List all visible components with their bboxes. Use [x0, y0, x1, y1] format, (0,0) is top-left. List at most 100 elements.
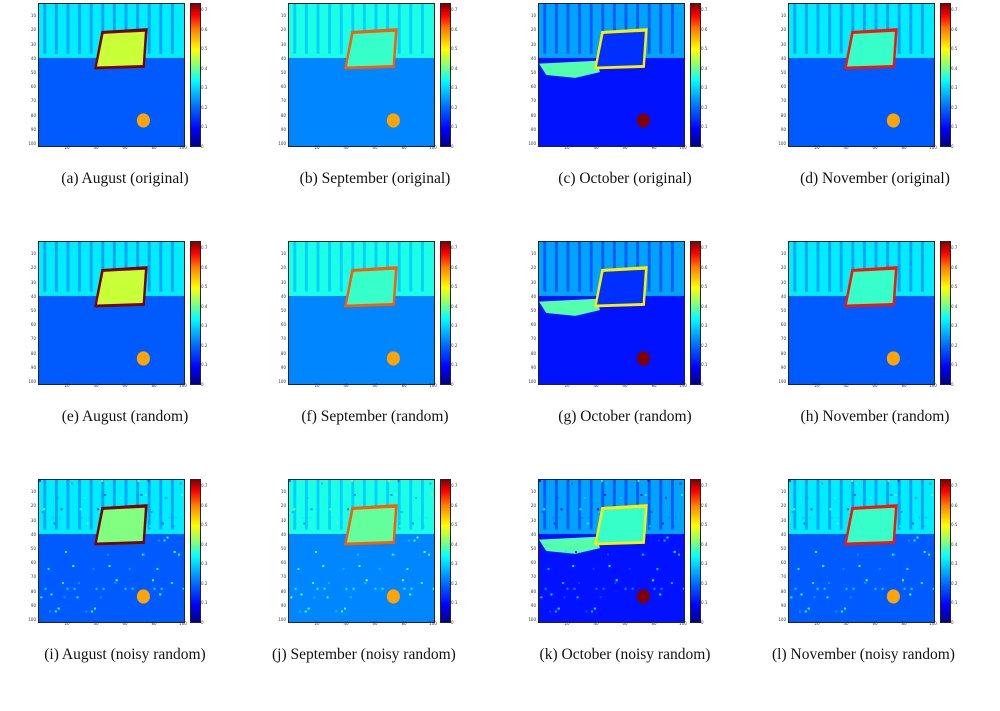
y-tick-label: 90	[530, 126, 536, 132]
heatmap-noise	[176, 565, 179, 567]
heatmap-streak	[920, 242, 924, 292]
heatmap-noise	[152, 579, 154, 582]
heatmap-noise	[52, 516, 54, 519]
heatmap-noise	[907, 539, 910, 542]
heatmap-noise	[932, 587, 934, 590]
heatmap-streak	[374, 480, 378, 530]
heatmap-noise	[641, 553, 644, 556]
heatmap-noise	[549, 610, 551, 613]
heatmap-panel: 10 20 30 40 50 60 70 80 90 100 20 40 60 80 100 0.7 0.6 0.…	[0, 238, 250, 473]
heatmap-noise	[547, 568, 550, 570]
y-tick-label: 100	[778, 379, 786, 384]
heatmap-streak	[589, 242, 593, 292]
heatmap-noise	[670, 582, 673, 584]
heatmap-streak	[293, 4, 297, 54]
heatmap-noise	[323, 587, 326, 590]
x-tick-label: 100	[679, 145, 687, 150]
heatmap-noise	[666, 536, 669, 539]
y-tick-label: 100	[278, 617, 286, 622]
colorbar	[440, 241, 451, 385]
heatmap-noise	[289, 480, 291, 482]
panel-caption: (a) August (original)	[61, 170, 189, 187]
heatmap-noise	[59, 516, 62, 519]
heatmap-noise	[83, 497, 86, 499]
heatmap-noise	[336, 522, 339, 525]
heatmap-noise	[918, 516, 920, 519]
heatmap-streak	[351, 480, 355, 530]
heatmap-noise	[165, 497, 167, 499]
y-tick-label: 40	[530, 293, 536, 299]
colorbar-tick-label: 0	[701, 381, 704, 387]
y-tick-label: 90	[530, 364, 536, 370]
heatmap-noise	[920, 582, 923, 584]
y-tick-label: 10	[530, 489, 536, 495]
colorbar-tick-label: 0.2	[951, 104, 958, 110]
colorbar-tick-label: 0.3	[451, 323, 458, 328]
heatmap-noise	[562, 582, 564, 584]
heatmap-noise	[416, 536, 419, 539]
colorbar	[690, 3, 701, 147]
heatmap-streak	[909, 242, 913, 292]
heatmap-noise	[335, 610, 338, 613]
x-tick-label: 80	[151, 145, 157, 150]
heatmap-noise	[665, 497, 667, 499]
y-tick-label: 80	[780, 588, 786, 594]
heatmap-noise	[569, 482, 572, 485]
colorbar-tick-label: 0.6	[201, 264, 208, 270]
colorbar-tick-label: 0.5	[701, 46, 708, 51]
heatmap-noise	[56, 497, 59, 499]
colorbar-tick-label: 0.5	[201, 284, 208, 289]
heatmap-noise	[322, 565, 325, 567]
heatmap-streak	[409, 242, 413, 292]
heatmap-streak	[78, 4, 82, 54]
heatmap-noise	[53, 522, 56, 525]
y-tick-label: 10	[30, 13, 36, 19]
heatmap-streak	[874, 4, 878, 54]
colorbar-tick-label: 0.7	[451, 245, 458, 250]
heatmap-panel: 10 20 30 40 50 60 70 80 90 100 20 40 60 80 100 0.7 0.6 0.…	[750, 238, 1000, 473]
heatmap-noise	[906, 568, 909, 570]
heatmap-streak	[54, 242, 58, 292]
heatmap-noise	[156, 568, 159, 570]
y-tick-label: 90	[780, 364, 786, 370]
heatmap-noise	[835, 610, 838, 613]
x-tick-label: 60	[372, 383, 378, 388]
heatmap-noise	[657, 539, 660, 542]
heatmap-streak	[670, 480, 674, 530]
heatmap-streak	[816, 480, 820, 530]
heatmap-streak	[54, 480, 58, 530]
heatmap-streak	[397, 242, 401, 292]
y-tick-label: 80	[30, 588, 36, 594]
heatmap-noise	[120, 497, 122, 499]
heatmap-noise	[47, 568, 50, 570]
colorbar-tick-label: 0.2	[451, 104, 458, 110]
heatmap-noise	[820, 482, 823, 485]
y-tick-label: 50	[30, 546, 36, 551]
x-tick-label: 100	[179, 621, 187, 626]
heatmap-noise	[432, 587, 434, 590]
colorbar-tick-label: 0.3	[951, 561, 958, 566]
x-tick-label: 60	[122, 383, 128, 388]
target-blob	[136, 589, 150, 604]
heatmap-noise	[925, 516, 928, 519]
heatmap-noise	[828, 582, 830, 584]
heatmap-noise	[818, 565, 820, 567]
heatmap-noise	[909, 593, 912, 596]
x-tick-label: 80	[151, 383, 157, 388]
colorbar-tick-label: 0.4	[201, 541, 208, 547]
heatmap-noise	[546, 607, 548, 610]
colorbar-tick-label: 0.5	[951, 46, 958, 51]
heatmap-plot	[288, 3, 435, 147]
heatmap-noise	[418, 516, 420, 519]
heatmap-streak	[670, 4, 674, 54]
colorbar-tick-label: 0.1	[701, 124, 708, 129]
heatmap-streak	[147, 4, 151, 54]
x-tick-label: 20	[564, 621, 570, 626]
heatmap-noise	[931, 494, 933, 496]
heatmap-noise	[355, 482, 358, 485]
heatmap-streak	[374, 4, 378, 54]
x-tick-label: 80	[651, 383, 657, 388]
heatmap-noise	[137, 480, 140, 482]
x-tick-label: 20	[814, 621, 820, 626]
colorbar-tick-label: 0.2	[951, 580, 958, 586]
